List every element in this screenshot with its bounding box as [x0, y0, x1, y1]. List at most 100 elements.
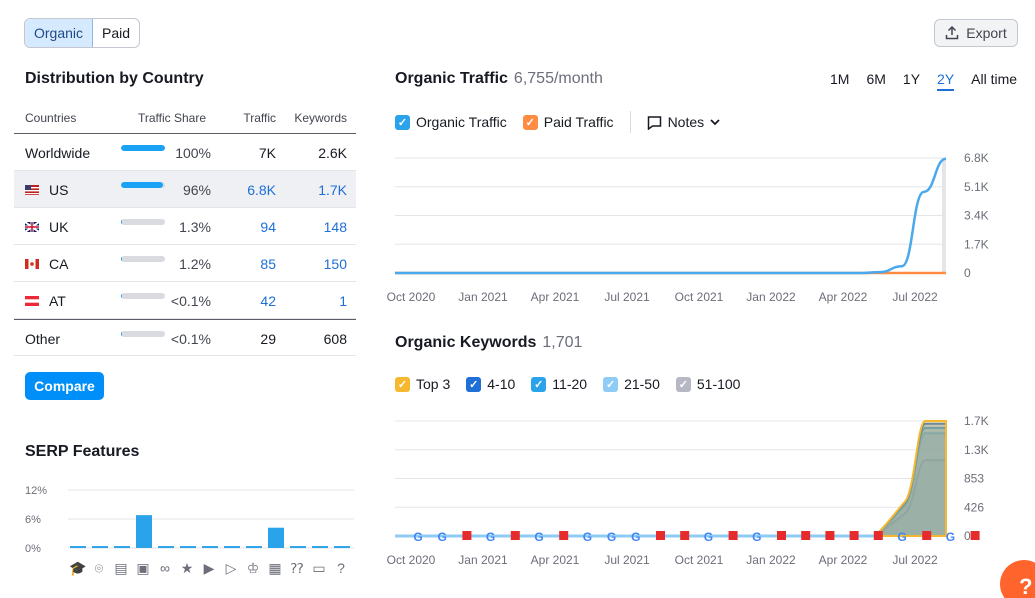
table-row[interactable]: Worldwide 100% 7K 2.6K: [14, 134, 356, 171]
notes-dropdown[interactable]: Notes: [647, 114, 722, 130]
serp-bar[interactable]: [92, 546, 108, 548]
keyword-legend-label: 51-100: [696, 376, 741, 392]
serp-bar[interactable]: [180, 546, 196, 548]
faq-icon[interactable]: ?: [337, 560, 345, 576]
header-countries: Countries: [25, 111, 77, 125]
serp-bar[interactable]: [70, 546, 86, 548]
x-tick-label: Jan 2021: [458, 553, 508, 567]
serp-bar[interactable]: [312, 546, 328, 548]
keyword-position-checkbox[interactable]: ✓ 4-10: [466, 376, 515, 392]
keyword-area-series: [395, 426, 947, 537]
paid-traffic-checkbox[interactable]: ✓ Paid Traffic: [522, 114, 614, 130]
keyword-position-checkbox[interactable]: ✓ Top 3: [395, 376, 450, 392]
organic-traffic-checkbox[interactable]: ✓ Organic Traffic: [395, 114, 507, 130]
comment-icon: [647, 115, 661, 130]
flag-note-icon[interactable]: [559, 531, 569, 540]
google-update-icon[interactable]: G: [631, 530, 640, 544]
keywords-value[interactable]: 150: [323, 256, 347, 272]
traffic-value[interactable]: 6.8K: [247, 182, 276, 198]
traffic-value[interactable]: 85: [260, 256, 276, 272]
paid-toggle-button[interactable]: Paid: [102, 25, 131, 41]
x-tick-label: Oct 2021: [675, 290, 724, 304]
flag-note-icon[interactable]: [728, 531, 738, 540]
flag-note-icon[interactable]: [510, 531, 520, 540]
link-icon[interactable]: ∞: [160, 560, 170, 576]
doc-icon[interactable]: ▤: [114, 560, 128, 576]
traffic-value[interactable]: 42: [260, 293, 276, 309]
crown-icon[interactable]: ♔: [246, 560, 260, 576]
google-update-icon[interactable]: G: [438, 530, 447, 544]
serp-bar[interactable]: [202, 546, 218, 548]
help-button[interactable]: ?: [1000, 560, 1035, 598]
keyword-position-checkbox[interactable]: ✓ 21-50: [603, 376, 660, 392]
export-button[interactable]: Export: [934, 19, 1018, 47]
flag-note-icon[interactable]: [873, 531, 883, 540]
keyword-legend-label: Top 3: [416, 376, 451, 392]
range-tab[interactable]: 2Y: [937, 71, 955, 91]
keyword-position-checkbox[interactable]: ✓ 11-20: [531, 376, 587, 392]
keywords-value[interactable]: 1.7K: [318, 182, 347, 198]
video-icon[interactable]: ▷: [225, 560, 237, 576]
question-icon[interactable]: ⁇: [290, 560, 304, 576]
flag-note-icon[interactable]: [922, 531, 932, 540]
serp-features-chart: 12% 6% 0%: [25, 485, 354, 554]
x-tick-label: Jan 2021: [458, 290, 508, 304]
google-update-icon[interactable]: G: [413, 530, 422, 544]
serp-bar[interactable]: [334, 546, 350, 548]
keywords-value: 608: [323, 331, 347, 347]
flag-note-icon[interactable]: [680, 531, 690, 540]
keywords-value[interactable]: 148: [323, 219, 347, 235]
flag-note-icon[interactable]: [801, 531, 811, 540]
google-update-icon[interactable]: G: [897, 530, 906, 544]
compare-button[interactable]: Compare: [25, 372, 104, 400]
serp-bar[interactable]: [136, 515, 152, 548]
flag-note-icon[interactable]: [462, 531, 472, 540]
google-update-icon[interactable]: G: [534, 530, 543, 544]
table-row[interactable]: CA 1.2% 85 150: [14, 245, 356, 282]
date-range-tabs: 1M 6M 1Y 2Y All time: [830, 71, 1034, 91]
graduation-icon[interactable]: 🎓: [69, 560, 87, 576]
google-update-icon[interactable]: G: [583, 530, 592, 544]
keyword-position-checkbox[interactable]: ✓ 51-100: [675, 376, 741, 392]
flag-note-icon[interactable]: [825, 531, 835, 540]
pin-icon[interactable]: ⌾: [94, 560, 104, 576]
table-row[interactable]: Other <0.1% 29 608: [14, 319, 356, 356]
google-update-icon[interactable]: G: [946, 530, 955, 544]
x-tick-label: Apr 2021: [531, 290, 580, 304]
gallery-icon[interactable]: ▦: [268, 560, 282, 576]
keywords-legend: ✓ Top 3 ✓ 4-10 ✓ 11-20 ✓ 21-50 ✓ 51-100: [395, 376, 756, 392]
flag-note-icon[interactable]: [970, 531, 980, 540]
flag-note-icon[interactable]: [656, 531, 665, 540]
range-tab[interactable]: 1M: [830, 71, 850, 87]
google-update-icon[interactable]: G: [752, 530, 761, 544]
keyword-area-series: [395, 459, 947, 537]
table-row[interactable]: UK 1.3% 94 148: [14, 208, 356, 245]
flag-note-icon[interactable]: [777, 531, 786, 540]
upload-icon: [946, 26, 959, 40]
table-row[interactable]: AT <0.1% 42 1: [14, 282, 356, 319]
serp-bar[interactable]: [114, 546, 130, 548]
play-icon[interactable]: ▶: [203, 560, 215, 576]
traffic-value[interactable]: 94: [260, 219, 276, 235]
serp-bar[interactable]: [268, 527, 284, 548]
flag-uk-icon: [24, 219, 40, 233]
range-tab[interactable]: 1Y: [902, 71, 921, 87]
keywords-value[interactable]: 1: [339, 293, 347, 309]
country-name: Other: [25, 331, 61, 347]
flag-note-icon[interactable]: [849, 531, 859, 540]
google-update-icon[interactable]: G: [704, 530, 713, 544]
keyword-legend-label: 21-50: [624, 376, 660, 392]
table-row[interactable]: US 96% 6.8K 1.7K: [14, 171, 356, 208]
serp-bar[interactable]: [246, 546, 262, 548]
organic-toggle-button[interactable]: Organic: [25, 19, 94, 47]
google-update-icon[interactable]: G: [607, 530, 616, 544]
range-tab[interactable]: All time: [971, 71, 1018, 87]
range-tab[interactable]: 6M: [866, 71, 886, 87]
chat-icon[interactable]: ▭: [312, 560, 326, 576]
serp-bar[interactable]: [224, 546, 240, 548]
serp-bar[interactable]: [158, 546, 174, 548]
image-icon[interactable]: ▣: [136, 560, 150, 576]
star-icon[interactable]: ★: [180, 560, 194, 576]
google-update-icon[interactable]: G: [486, 530, 495, 544]
serp-bar[interactable]: [290, 546, 306, 548]
